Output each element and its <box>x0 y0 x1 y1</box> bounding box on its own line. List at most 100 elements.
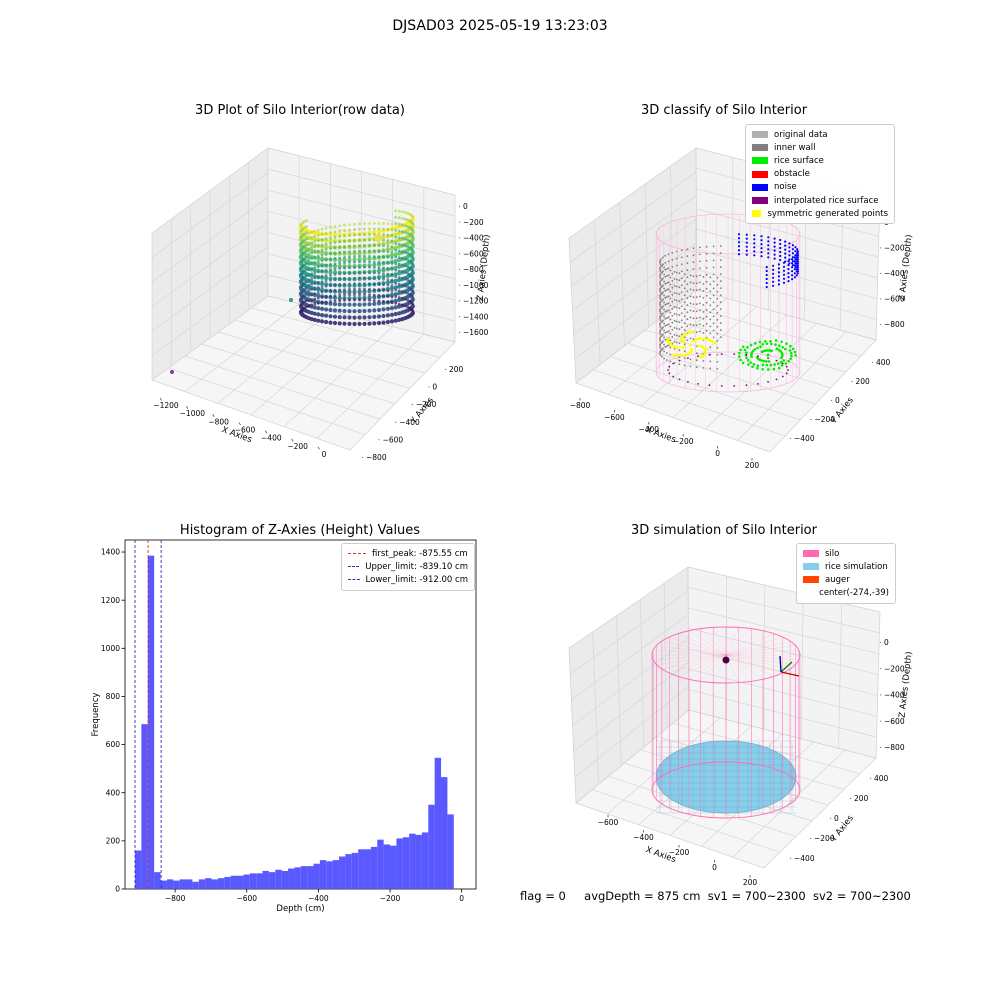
cls-noise-point <box>760 235 763 238</box>
cls-wall-point <box>667 260 670 263</box>
legend-label: inner wall <box>774 142 816 153</box>
sim-silo-spoke <box>661 654 727 670</box>
cls-rice-point <box>767 360 771 363</box>
raw-point <box>352 315 357 320</box>
cls-wall-point <box>695 303 698 306</box>
cls-wall-point <box>699 288 701 291</box>
sim-silo-spoke <box>653 654 727 661</box>
raw-point <box>400 210 404 214</box>
raw-point <box>347 302 352 307</box>
cls-noise-point <box>784 248 787 251</box>
raw-z-axis-label: Z Axies (Depth) <box>476 234 493 301</box>
legend-item: Upper_limit: -839.10 cm <box>348 560 468 573</box>
raw-point <box>368 238 371 242</box>
sim-silo-spoke <box>725 654 764 680</box>
cls-wall-point <box>659 352 661 355</box>
cls-wall-point <box>671 258 674 261</box>
y-tick-label: 600 <box>106 740 121 749</box>
raw-x-tick <box>265 430 268 434</box>
raw-point <box>353 260 356 264</box>
raw-point <box>390 233 394 237</box>
cls-sym-point <box>671 353 675 357</box>
cls-wall-point <box>716 332 719 335</box>
raw-point <box>363 265 366 269</box>
cls-wall-point <box>662 291 664 294</box>
raw-point <box>333 299 337 303</box>
raw-point <box>348 228 351 232</box>
sim-silo-spoke <box>656 654 727 665</box>
raw-point <box>328 307 333 313</box>
cls-wall-point <box>716 353 719 356</box>
cls-rice-point <box>762 359 766 363</box>
raw-point <box>397 296 401 299</box>
raw-point <box>324 300 328 304</box>
raw-point <box>382 283 385 287</box>
raw-point <box>353 266 356 269</box>
raw-point <box>397 291 402 296</box>
raw-point <box>358 298 361 302</box>
raw-point <box>353 244 356 248</box>
cls-wall-point <box>678 349 681 352</box>
raw-point <box>310 282 314 286</box>
grid-line <box>569 590 689 675</box>
cls-interp-point <box>781 375 784 378</box>
cls-wall-point <box>669 339 672 342</box>
cls-wall-point <box>680 319 683 322</box>
raw-point <box>357 315 362 320</box>
sim-silo-spoke <box>725 630 764 656</box>
cls-noise-point <box>784 244 787 247</box>
raw-point <box>386 267 390 270</box>
cls-noise-point <box>796 268 799 271</box>
cls-sym-point <box>673 353 677 357</box>
cls-wall-point <box>692 268 695 271</box>
cls-z-tick <box>879 298 882 300</box>
raw-point <box>348 277 351 280</box>
raw-point <box>372 308 377 313</box>
raw-point <box>362 295 367 301</box>
raw-point <box>358 222 361 226</box>
legend-item: original data <box>752 128 888 141</box>
cls-wall-point <box>699 274 701 277</box>
raw-point <box>320 248 324 252</box>
histogram-bar <box>319 860 327 889</box>
cls-noise-point <box>737 233 741 236</box>
cls-y-axis-label: Y Axies <box>828 395 856 427</box>
sim-z-axis-label: Z Axies (Depth) <box>898 651 915 718</box>
histogram-bar <box>441 777 448 889</box>
cls-wall-point <box>709 290 712 293</box>
raw-x-tick-label: −400 <box>261 434 282 443</box>
raw-point <box>307 257 311 261</box>
raw-point <box>358 266 361 269</box>
raw-point <box>316 301 320 305</box>
cls-wall-point <box>702 283 705 285</box>
raw-point <box>348 282 351 286</box>
floor-pane <box>575 289 877 453</box>
raw-point <box>403 297 407 301</box>
avg-depth-text: avgDepth = 875 cm <box>584 889 701 903</box>
raw-point <box>332 308 338 313</box>
cls-wall-point <box>659 301 662 304</box>
raw-point <box>382 288 385 292</box>
raw-point <box>316 296 320 300</box>
raw-point <box>400 256 404 260</box>
cls-wall-point <box>686 311 689 314</box>
raw-point <box>320 250 325 255</box>
raw-point <box>324 295 328 299</box>
cls-rice-point <box>761 342 764 346</box>
raw-point <box>394 215 398 219</box>
cls-wall-point <box>686 269 689 272</box>
cls-wall-point <box>709 360 712 363</box>
histogram-bar <box>135 850 142 889</box>
cls-wall-point <box>686 283 689 286</box>
cls-noise-point <box>767 240 770 243</box>
sim-silo-spoke <box>653 649 727 656</box>
cls-sym-point <box>668 342 671 346</box>
raw-point <box>316 239 320 243</box>
sim-silo-spoke <box>661 640 727 656</box>
raw-point <box>329 294 332 298</box>
raw-point <box>313 240 317 243</box>
raw-point <box>324 226 328 230</box>
raw-point <box>367 302 372 307</box>
raw-point <box>348 261 351 264</box>
